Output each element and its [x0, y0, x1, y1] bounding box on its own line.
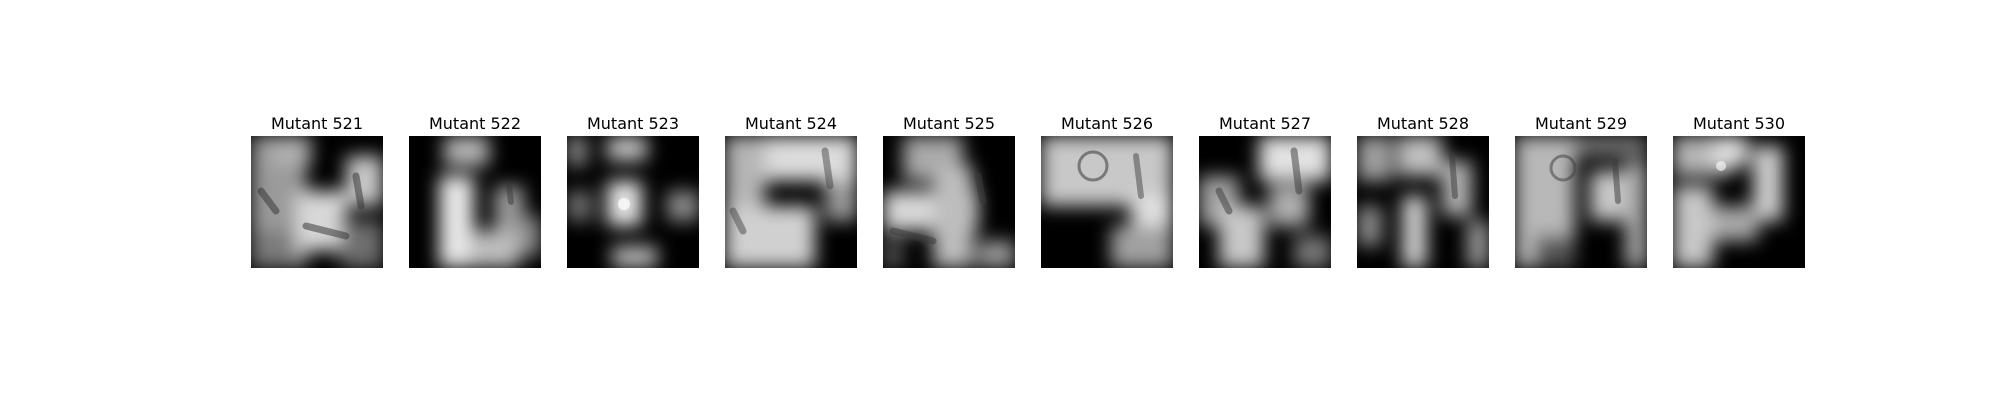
mutant-panel: Mutant 521	[251, 112, 383, 268]
mutant-panel: Mutant 530	[1673, 112, 1805, 268]
panel-title: Mutant 528	[1376, 114, 1470, 133]
mutant-image	[409, 136, 541, 268]
mutant-image-graphic	[883, 136, 1015, 268]
panel-title: Mutant 525	[902, 114, 996, 133]
mutant-panel: Mutant 522	[409, 112, 541, 268]
mutant-image	[1199, 136, 1331, 268]
panel-title: Mutant 524	[744, 114, 838, 133]
panel-title: Mutant 523	[586, 114, 680, 133]
mutant-image-graphic	[1673, 136, 1805, 268]
panel-title: Mutant 526	[1060, 114, 1154, 133]
mutant-image	[1673, 136, 1805, 268]
mutant-image	[883, 136, 1015, 268]
panel-title: Mutant 527	[1218, 114, 1312, 133]
mutant-panel: Mutant 525	[883, 112, 1015, 268]
panel-title: Mutant 530	[1692, 114, 1786, 133]
mutant-image-graphic	[251, 136, 383, 268]
mutant-image	[251, 136, 383, 268]
mutant-panel: Mutant 523	[567, 112, 699, 268]
mutant-panel: Mutant 524	[725, 112, 857, 268]
mutant-image-graphic	[409, 136, 541, 268]
mutant-image	[1357, 136, 1489, 268]
mutant-image-graphic	[567, 136, 699, 268]
mutant-image-graphic	[725, 136, 857, 268]
mutant-image-graphic	[1041, 136, 1173, 268]
mutant-image	[567, 136, 699, 268]
mutant-image-graphic	[1357, 136, 1489, 268]
panel-title: Mutant 521	[270, 114, 364, 133]
mutant-panel: Mutant 527	[1199, 112, 1331, 268]
mutant-image	[1515, 136, 1647, 268]
mutant-image	[1041, 136, 1173, 268]
mutant-image-graphic	[1515, 136, 1647, 268]
panel-title: Mutant 522	[428, 114, 522, 133]
mutant-panel: Mutant 526	[1041, 112, 1173, 268]
mutant-image-graphic	[1199, 136, 1331, 268]
panel-title: Mutant 529	[1534, 114, 1628, 133]
mutant-panel: Mutant 529	[1515, 112, 1647, 268]
mutant-image	[725, 136, 857, 268]
mutant-panel: Mutant 528	[1357, 112, 1489, 268]
